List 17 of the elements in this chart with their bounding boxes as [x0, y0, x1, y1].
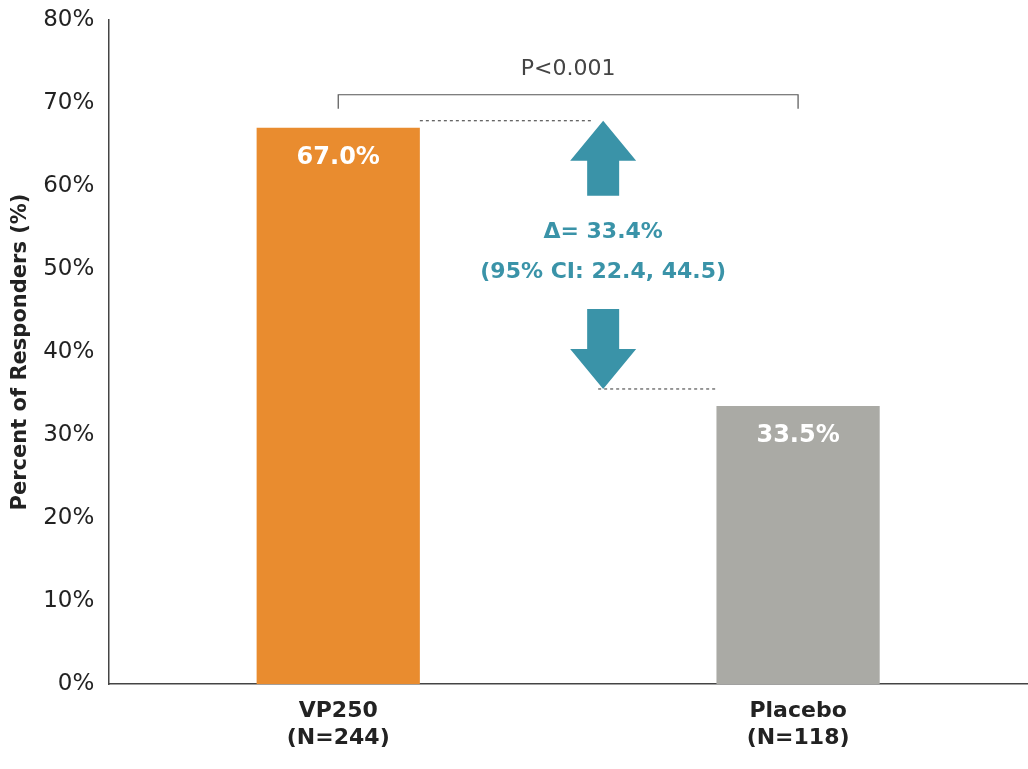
y-tick-label: 10% [43, 586, 95, 613]
y-axis-title: Percent of Responders (%) [7, 193, 32, 511]
y-tick-label: 40% [43, 336, 95, 363]
annotation: (95% CI: 22.4, 44.5) [480, 257, 727, 283]
y-tick-label: 50% [43, 253, 95, 280]
annotation: P<0.001 [520, 55, 616, 81]
data-label: 33.5% [756, 420, 840, 449]
x-tick-label: Placebo (N=118) [746, 697, 850, 749]
data-label: 67.0% [296, 142, 380, 170]
y-tick-label: 80% [43, 4, 95, 31]
y-tick-label: 60% [43, 170, 95, 197]
y-tick-label: 30% [43, 420, 95, 447]
y-tick-label: 20% [43, 503, 95, 530]
annotation: Δ= 33.4% [543, 217, 663, 243]
y-tick-label: 0% [57, 669, 95, 696]
y-tick-label: 70% [43, 87, 95, 114]
x-tick-label: VP250 (N=244) [286, 697, 390, 749]
